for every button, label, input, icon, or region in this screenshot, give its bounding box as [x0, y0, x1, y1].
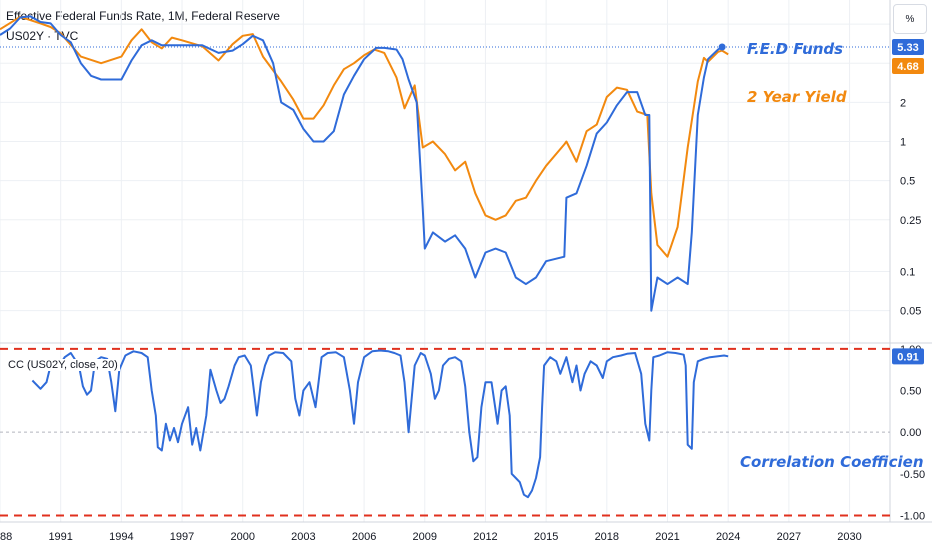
x-tick-label: 2015	[534, 531, 558, 543]
reference-lines	[0, 46, 890, 517]
x-tick-label: 2009	[413, 531, 437, 543]
cc-y-tick-label: 0.00	[900, 427, 921, 439]
annotations: F.E.D Funds 2 Year Yield Correlation Coeff…	[740, 40, 924, 471]
x-tick-label: 2021	[655, 531, 679, 543]
y-tick-label: 0.5	[900, 176, 915, 188]
cc-value-badge: 0.91	[892, 348, 924, 365]
x-tick-label: 1997	[170, 531, 194, 543]
x-tick-label: 2018	[595, 531, 619, 543]
x-tick-label: 1994	[109, 531, 133, 543]
x-tick-label: 2003	[291, 531, 315, 543]
y-tick-label: 1	[900, 137, 906, 149]
x-tick-label: 1991	[48, 531, 72, 543]
x-tick-label: 2024	[716, 531, 740, 543]
yield-price-badge-text: 4.68	[897, 61, 918, 73]
y-tick-label: 0.25	[900, 215, 921, 227]
fed-funds-price-badge-bg	[892, 39, 924, 56]
axes[interactable]: 1988 1991 1994 1997 2000 2003 2006 2009 2012 2015…	[0, 19, 925, 543]
x-tick-label: 2030	[837, 531, 861, 543]
yield-price-badge-bg	[892, 58, 924, 75]
fed-funds-annotation: F.E.D Funds	[747, 40, 843, 58]
series-line-correlation	[31, 349, 729, 499]
x-tick-label: 2027	[777, 531, 801, 543]
x-tick-label: 2012	[473, 531, 497, 543]
scale-button[interactable]: %	[893, 4, 927, 34]
correlation-annotation: Correlation Coefficien	[740, 453, 924, 471]
indicator-label: CC (US02Y, close, 20)	[6, 359, 120, 371]
series-lines	[0, 15, 729, 499]
percent-icon: %	[905, 13, 915, 25]
cc-y-tick-label: 0.50	[900, 386, 921, 398]
x-tick-label: 1988	[0, 531, 12, 543]
fed-funds-price-badge-text: 5.33	[897, 42, 918, 54]
y-tick-label: 0.1	[900, 267, 915, 279]
x-tick-label: 2006	[352, 531, 376, 543]
y-tick-label: 0.05	[900, 306, 921, 318]
fed-funds-last-point	[718, 43, 726, 51]
cc-value-badge-text: 0.91	[897, 351, 918, 363]
series-line-fed-funds	[0, 15, 723, 312]
fed-funds-price-badge: 5.33	[892, 39, 924, 56]
cc-y-tick-label: -1.00	[900, 511, 925, 523]
cc-y-tick-label: -0.50	[900, 469, 925, 481]
y-tick-label: 2	[900, 97, 906, 109]
x-tick-label: 2000	[230, 531, 254, 543]
yield-annotation: 2 Year Yield	[747, 88, 847, 106]
grid	[0, 0, 932, 523]
yield-price-badge: 4.68	[892, 58, 924, 75]
chart-title: Effective Federal Funds Rate, 1M, Federa…	[6, 9, 280, 23]
cc-value-badge-bg	[892, 348, 924, 365]
